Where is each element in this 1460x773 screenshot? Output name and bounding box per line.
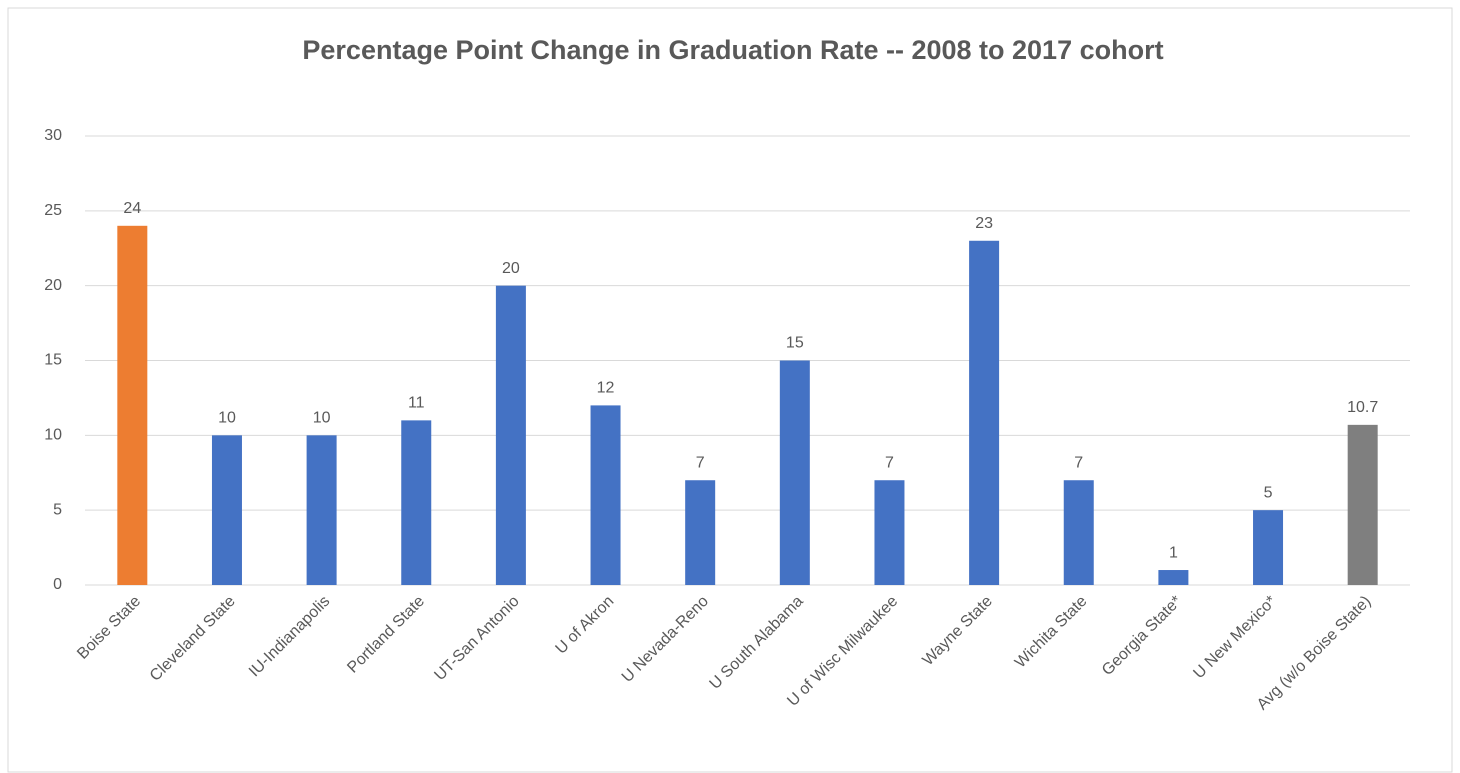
y-tick-label: 15 — [44, 352, 62, 369]
y-tick-label: 30 — [44, 127, 62, 144]
y-tick-label: 5 — [53, 501, 62, 518]
bar — [1063, 480, 1094, 585]
bar — [306, 435, 337, 585]
bar — [117, 225, 148, 586]
y-tick-label: 10 — [44, 427, 62, 444]
y-tick-label: 0 — [53, 576, 62, 593]
data-label: 7 — [696, 454, 705, 471]
data-label: 11 — [408, 395, 425, 412]
bar — [779, 360, 810, 585]
bar — [1347, 424, 1378, 585]
chart-border — [7, 7, 1453, 773]
data-label: 12 — [597, 380, 615, 397]
data-label: 7 — [1074, 454, 1083, 471]
data-label: 7 — [885, 454, 894, 471]
bar — [685, 480, 716, 585]
data-label: 23 — [975, 215, 993, 232]
data-label: 10 — [313, 410, 331, 427]
bar — [495, 285, 526, 585]
bar — [211, 435, 242, 585]
bar — [969, 240, 1000, 585]
bar — [1253, 510, 1284, 585]
bar — [874, 480, 905, 585]
data-label: 24 — [123, 200, 141, 217]
chart-title: Percentage Point Change in Graduation Ra… — [302, 35, 1163, 65]
data-label: 15 — [786, 335, 804, 352]
bar — [401, 420, 432, 585]
data-label: 10.7 — [1347, 399, 1378, 416]
data-label: 20 — [502, 260, 520, 277]
data-label: 5 — [1264, 484, 1273, 501]
data-label: 1 — [1169, 544, 1178, 561]
y-tick-label: 25 — [44, 202, 62, 219]
data-label: 10 — [218, 410, 236, 427]
y-tick-label: 20 — [44, 277, 62, 294]
bar — [1158, 570, 1189, 585]
bar — [590, 405, 621, 585]
